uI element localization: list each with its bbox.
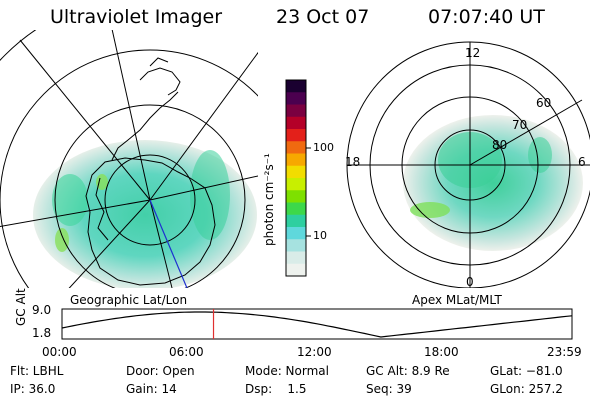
mode-info: Mode: Normal <box>245 364 329 378</box>
date-label: 23 Oct 07 <box>276 6 370 28</box>
colorbar-swatch <box>286 263 306 277</box>
gc-alt-info: GC Alt: 8.9 Re <box>366 364 450 378</box>
timeline-ytick-top: 9.0 <box>32 303 52 317</box>
mlt-label-6: 6 <box>578 155 586 169</box>
auroral-oval <box>403 115 583 251</box>
gain-info: Gain: 14 <box>126 382 177 396</box>
colorbar-swatch <box>286 141 306 154</box>
mlt-label-12: 12 <box>465 46 481 60</box>
right-map-content <box>346 41 590 288</box>
right-map-caption: Apex MLat/MLT <box>412 293 502 307</box>
mlt-label-0: 0 <box>466 275 474 289</box>
timeline-xtick-1: 06:00 <box>169 345 204 359</box>
colorbar-swatch <box>286 116 306 130</box>
colorbar-swatch <box>286 251 306 265</box>
timeline-xtick-4: 23:59 <box>547 345 582 359</box>
time-label: 07:07:40 UT <box>428 6 545 28</box>
colorbar <box>286 80 306 277</box>
lat-label-80: 80 <box>492 138 508 152</box>
glon-info: GLon: 257.2 <box>490 382 563 396</box>
left-map-caption: Geographic Lat/Lon <box>70 293 188 307</box>
colorbar-swatch <box>286 178 306 191</box>
colorbar-swatch <box>286 153 306 167</box>
colorbar-swatch <box>286 239 306 252</box>
colorbar-swatch <box>286 92 306 105</box>
timeline-ylabel: GC Alt <box>14 288 28 326</box>
instrument-title: Ultraviolet Imager <box>50 6 223 28</box>
colorbar-swatch <box>286 202 306 216</box>
colorbar-label: photon cm⁻²s⁻¹ <box>262 153 276 246</box>
timeline-ytick-bottom: 1.8 <box>32 326 52 340</box>
door-info: Door: Open <box>126 364 195 378</box>
seq-info: Seq: 39 <box>366 382 412 396</box>
glat-info: GLat: −81.0 <box>490 364 563 378</box>
colorbar-swatch <box>286 129 306 142</box>
lat-label-70: 70 <box>512 118 528 132</box>
colorbar-swatch <box>286 214 306 228</box>
colorbar-swatch <box>286 80 306 93</box>
colorbar-swatch <box>286 190 306 203</box>
colorbar-tick-100: 100 <box>313 141 334 154</box>
flt-info: Flt: LBHL <box>10 364 64 378</box>
left-map-content <box>0 30 258 288</box>
dsp-info: Dsp: 1.5 <box>245 382 307 396</box>
colorbar-swatch <box>286 227 306 240</box>
timeline-xtick-0: 00:00 <box>42 345 77 359</box>
timeline-xtick-2: 12:00 <box>297 345 332 359</box>
ip-info: IP: 36.0 <box>10 382 56 396</box>
mlt-label-18: 18 <box>345 155 361 169</box>
colorbar-swatch <box>286 104 306 118</box>
lat-label-60: 60 <box>536 96 552 110</box>
altitude-curve <box>61 311 573 338</box>
colorbar-tick-10: 10 <box>313 229 327 242</box>
timeline-xtick-3: 18:00 <box>424 345 459 359</box>
colorbar-swatch <box>286 165 306 179</box>
timeline-plot <box>61 308 573 340</box>
